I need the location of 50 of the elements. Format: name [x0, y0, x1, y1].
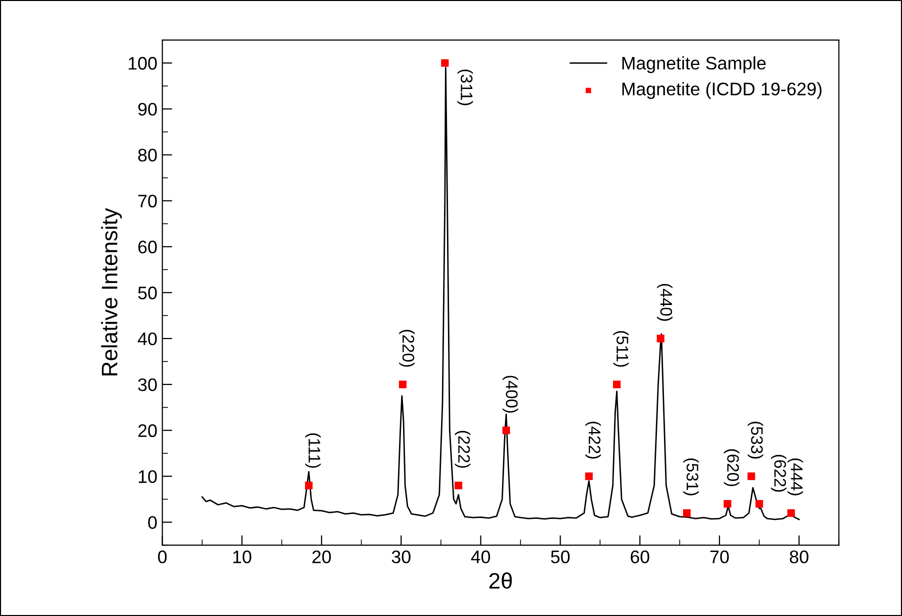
point	[613, 380, 621, 388]
y-tick-label: 20	[138, 424, 157, 438]
x-tick-label: 60	[630, 550, 650, 564]
x-tick-label: 70	[710, 550, 729, 564]
point	[585, 472, 593, 480]
y-tick-label: 0	[148, 516, 157, 529]
annotation: (622)	[770, 454, 786, 492]
annotation: (311)	[457, 70, 473, 106]
point	[683, 509, 691, 517]
annotation: (620)	[724, 449, 740, 486]
annotation: (511)	[613, 331, 629, 367]
y-tick-label: 50	[138, 286, 157, 300]
y-tick-label: 80	[138, 148, 157, 162]
y-tick-label: 10	[138, 470, 157, 483]
point	[441, 59, 449, 67]
legend-label: Magnetite (ICDD 19-629)	[622, 82, 822, 99]
annotation: (111)	[305, 433, 321, 468]
x-tick-label: 50	[550, 550, 570, 564]
point	[755, 500, 764, 508]
point	[656, 334, 664, 342]
annotation: (440)	[656, 284, 673, 321]
x-tick-label: 20	[312, 550, 331, 564]
x-tick-label: 0	[158, 550, 167, 564]
point	[787, 509, 795, 517]
x-axis-title: 2θ	[489, 572, 512, 589]
x-tick-label: 40	[471, 550, 490, 564]
point	[748, 472, 756, 480]
y-tick-label: 60	[138, 240, 157, 254]
annotation: (220)	[399, 330, 415, 367]
point	[502, 426, 510, 434]
point	[454, 482, 462, 490]
annotation: (531)	[683, 458, 699, 496]
point	[398, 380, 407, 388]
y-axis-title: Relative Intensity	[101, 208, 122, 376]
x-tick-label: 80	[790, 550, 808, 564]
y-tick-label: 30	[138, 378, 157, 392]
y-tick-label: 40	[138, 332, 157, 346]
y-tick-label: 100	[128, 56, 157, 70]
annotation: (533)	[748, 422, 764, 459]
annotation: (400)	[502, 376, 518, 413]
x-tick-label: 10	[233, 550, 252, 564]
x-tick-label: 30	[392, 550, 410, 564]
point	[724, 500, 732, 508]
annotation: (422)	[585, 422, 601, 459]
y-tick-label: 90	[138, 102, 157, 116]
point	[305, 482, 313, 490]
legend-label: Magnetite Sample	[622, 56, 766, 74]
annotation: (222)	[454, 430, 470, 468]
y-tick-label: 70	[138, 194, 157, 208]
annotation: (444)	[788, 458, 804, 496]
